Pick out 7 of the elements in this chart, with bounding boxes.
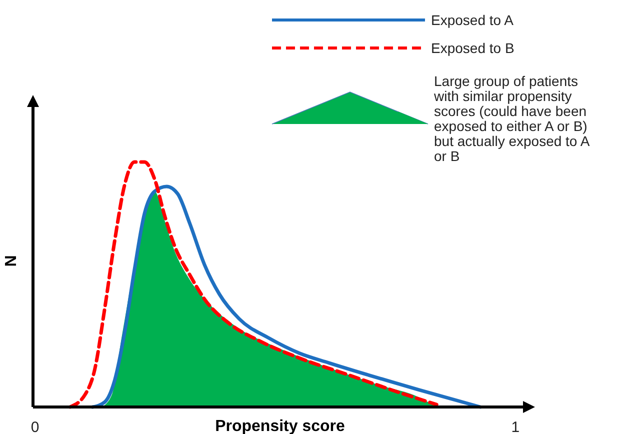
x-axis-title: Propensity score (215, 418, 346, 434)
legend-label: Exposed to A (431, 12, 514, 28)
y-axis-title: N (3, 255, 20, 267)
x-tick-label: 0 (30, 419, 40, 434)
legend-label: Large group of patients with similar propensity scores (could have been exposed to either A or B) but actually exposed to A or B (433, 73, 590, 164)
legend-label: Exposed to B (431, 40, 514, 56)
x-tick-label: 1 (511, 419, 520, 434)
